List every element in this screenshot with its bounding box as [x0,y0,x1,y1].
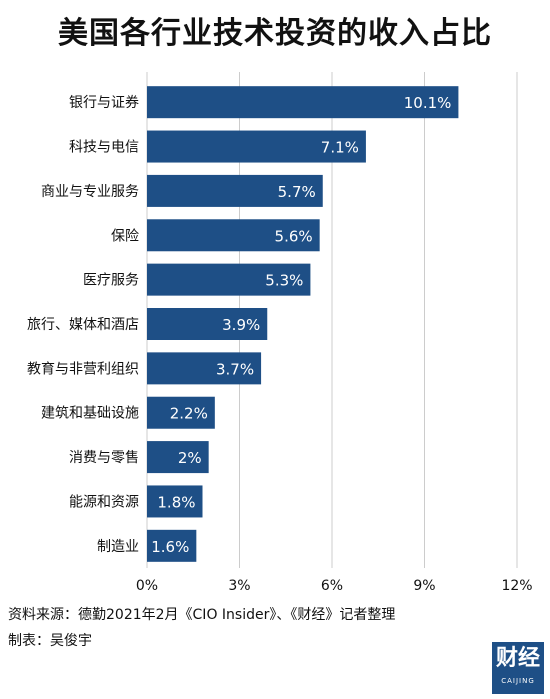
category-label: 消费与零售 [69,450,139,466]
value-label: 5.6% [275,227,313,245]
caijing-logo: 财经 CAIJING [492,642,544,694]
bar [147,529,197,562]
category-label: 能源和资源 [69,494,139,510]
author-note: 制表：吴俊宇 [8,633,92,649]
value-label: 2% [178,449,202,467]
category-label: 银行与证券 [69,95,139,111]
x-tick-label: 9% [413,578,435,594]
x-tick-label: 0% [136,578,158,594]
bar [147,352,262,385]
bar [147,485,203,518]
bar [147,174,323,207]
value-label: 3.7% [216,360,254,378]
bar [147,308,268,340]
value-label: 5.7% [278,183,316,201]
value-label: 2.2% [170,405,208,423]
value-label: 10.1% [404,94,452,112]
bar [147,86,459,119]
category-label: 制造业 [97,539,139,555]
logo-subtext: CAIJING [501,677,535,685]
value-label: 7.1% [321,139,359,157]
category-label: 医疗服务 [83,273,139,289]
bar [147,396,215,429]
value-label: 1.6% [151,538,189,556]
bar [147,263,311,296]
bar [147,219,320,252]
chart-title: 美国各行业技术投资的收入占比 [58,16,492,51]
source-note: 资料来源：德勤2021年2月《CIO Insider》、《财经》记者整理 [8,607,396,623]
x-tick-label: 3% [228,578,250,594]
category-label: 科技与电信 [69,140,139,156]
category-label: 商业与专业服务 [41,184,139,200]
value-label: 3.9% [222,316,260,334]
category-label: 旅行、媒体和酒店 [27,317,139,333]
bar [147,130,366,163]
logo-text: 财经 [495,646,540,671]
value-label: 5.3% [265,272,303,290]
category-label: 教育与非营利组织 [27,361,139,377]
category-label: 建筑和基础设施 [41,405,139,422]
bar [147,441,209,474]
category-label: 保险 [111,228,139,244]
bar-chart: 0% 3% 6% 9% 12% 银行与证券 10.1% 科技与电信 7.1% 商业与专业服务 5.7… [27,72,533,594]
x-tick-label: 12% [501,578,532,594]
x-tick-label: 6% [321,578,343,594]
value-label: 1.8% [157,493,195,511]
